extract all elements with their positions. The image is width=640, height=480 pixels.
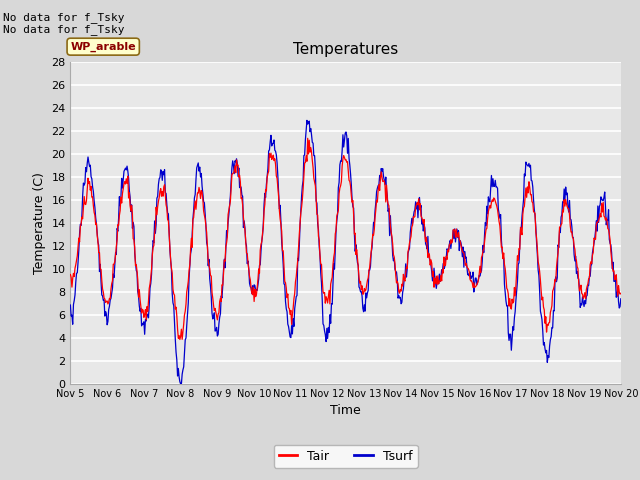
Y-axis label: Temperature (C): Temperature (C) [33, 172, 45, 274]
Title: Temperatures: Temperatures [293, 42, 398, 57]
Text: WP_arable: WP_arable [70, 42, 136, 52]
Text: No data for f_Tsky
No data for f_Tsky: No data for f_Tsky No data for f_Tsky [3, 12, 125, 36]
X-axis label: Time: Time [330, 405, 361, 418]
Legend: Tair, Tsurf: Tair, Tsurf [273, 445, 418, 468]
